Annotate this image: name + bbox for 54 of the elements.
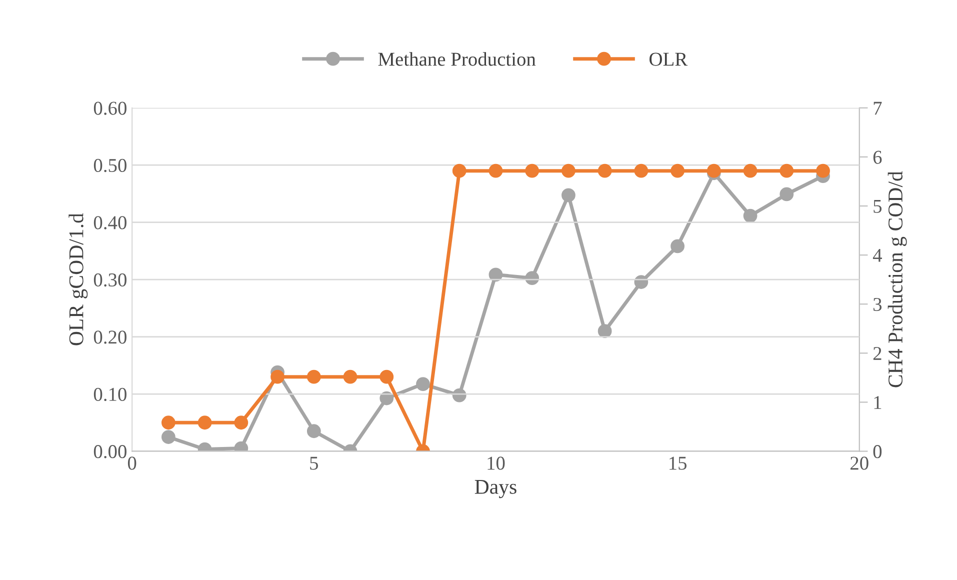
point xyxy=(525,164,540,178)
point xyxy=(816,164,830,178)
y2-tick-label: 2 xyxy=(873,347,882,360)
y-tick-label: 0.30 xyxy=(94,273,126,287)
y-tick-label: 0.50 xyxy=(94,158,126,172)
x-tick-label: 15 xyxy=(670,456,687,470)
y-tick-label: 0.40 xyxy=(94,216,126,230)
point xyxy=(161,430,176,444)
point xyxy=(416,377,430,391)
point xyxy=(562,164,576,178)
point xyxy=(270,370,284,384)
point xyxy=(780,187,794,202)
point xyxy=(161,416,176,430)
point xyxy=(488,268,503,282)
point xyxy=(306,424,321,438)
y2-tick-label: 1 xyxy=(874,396,882,409)
point xyxy=(306,370,321,384)
point xyxy=(743,164,758,178)
point xyxy=(562,188,576,202)
y-tick-label: 0.60 xyxy=(94,102,126,115)
point xyxy=(634,164,648,178)
x-tick-label: 0 xyxy=(128,456,136,470)
y2-tick-label: 5 xyxy=(874,200,882,213)
point xyxy=(670,164,684,178)
x-tick-label: 5 xyxy=(310,456,318,470)
point xyxy=(380,370,394,384)
point xyxy=(380,391,394,406)
point xyxy=(706,164,721,178)
y-tick-label: 0.10 xyxy=(94,388,126,402)
point xyxy=(670,239,684,254)
y2-tick-label: 0 xyxy=(873,445,882,458)
x-tick-label: 20 xyxy=(850,456,868,470)
x-tick-label: 10 xyxy=(488,456,505,470)
y2-tick-label: 4 xyxy=(872,248,882,262)
point xyxy=(198,416,212,430)
y-tick-label: 0.20 xyxy=(94,330,126,344)
y-tick-label: 0.00 xyxy=(94,445,126,458)
legend-label: Methane Production xyxy=(378,52,536,66)
point xyxy=(780,164,794,178)
legend-label: OLR xyxy=(650,52,688,66)
y2-tick-label: 7 xyxy=(874,102,882,115)
point xyxy=(743,208,758,223)
y-axis-title: OLR gCOD/1.d xyxy=(68,213,88,346)
y2-tick-label: 3 xyxy=(874,298,882,312)
point xyxy=(234,416,248,430)
x-axis-title: Days xyxy=(474,480,516,498)
point xyxy=(343,370,358,384)
y2-tick-label: 6 xyxy=(873,150,882,164)
y2-axis-title: CH4 Production g COD/d xyxy=(888,171,907,388)
point xyxy=(452,164,466,178)
point xyxy=(598,324,612,338)
point xyxy=(452,388,466,402)
point xyxy=(488,164,503,178)
point xyxy=(598,164,612,178)
